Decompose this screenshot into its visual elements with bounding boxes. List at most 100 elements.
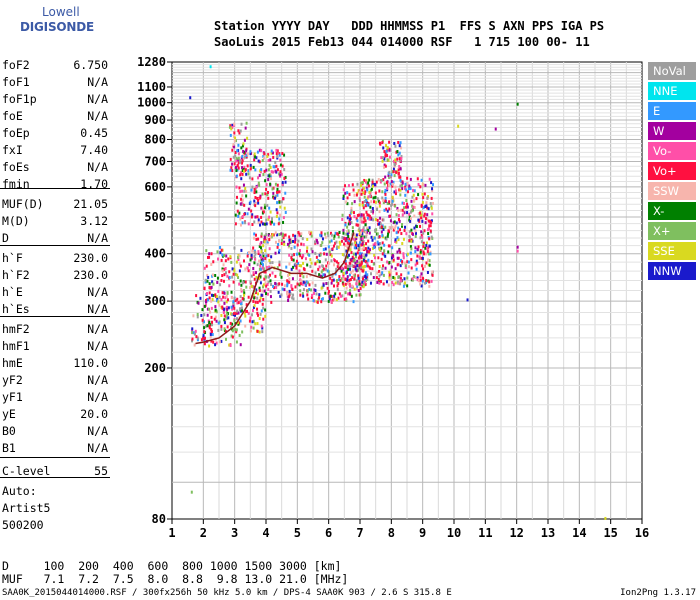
echo-point <box>397 226 400 230</box>
echo-point <box>344 221 347 225</box>
echo-point <box>216 297 219 301</box>
echo-point <box>420 234 423 238</box>
echo-point <box>357 268 360 272</box>
x-tick-label: 9 <box>419 526 426 540</box>
echo-point <box>314 240 317 244</box>
echo-point <box>316 300 319 304</box>
param-name: MUF(D) <box>2 197 44 211</box>
outlier-point <box>190 490 193 494</box>
echo-point <box>276 190 279 194</box>
echo-point <box>389 219 392 223</box>
echo-point <box>360 237 363 241</box>
echo-point <box>364 274 367 278</box>
echo-point <box>254 322 257 326</box>
echo-point <box>245 303 248 307</box>
echo-point <box>255 275 258 279</box>
echo-point <box>259 275 262 279</box>
echo-point <box>415 259 418 263</box>
param-row-hf2: h`F2 230.0 <box>2 268 108 284</box>
param-row-foe: foE N/A <box>2 109 108 125</box>
echo-point <box>378 201 381 205</box>
echo-point <box>330 233 333 237</box>
echo-point <box>260 241 263 245</box>
echo-point <box>327 270 330 274</box>
echo-point <box>233 122 236 126</box>
echo-point <box>230 334 233 338</box>
echo-point <box>243 259 246 263</box>
echo-point <box>428 244 431 248</box>
echo-point <box>269 182 272 186</box>
echo-point <box>386 234 389 238</box>
echo-point <box>390 271 393 275</box>
echo-point <box>427 207 430 211</box>
echo-point <box>229 255 232 259</box>
echo-point <box>262 306 265 310</box>
echo-point <box>210 315 213 319</box>
echo-point <box>241 144 244 148</box>
echo-point <box>364 180 367 184</box>
echo-point <box>290 267 293 271</box>
echo-point <box>326 231 329 235</box>
outlier-point <box>209 65 212 69</box>
echo-point <box>392 283 395 287</box>
echo-point <box>238 159 241 163</box>
echo-point <box>260 260 263 264</box>
echo-point <box>270 255 273 259</box>
echo-point <box>268 237 271 241</box>
echo-point <box>240 177 243 181</box>
echo-point <box>379 180 382 184</box>
echo-point <box>237 166 240 170</box>
echo-point <box>399 188 402 192</box>
echo-point <box>416 254 419 258</box>
echo-point <box>287 298 290 302</box>
param-name: yF2 <box>2 373 23 387</box>
echo-point <box>330 299 333 303</box>
echo-point <box>268 163 271 167</box>
echo-point <box>210 285 213 289</box>
echo-point <box>305 280 308 284</box>
echo-point <box>292 265 295 269</box>
echo-point <box>345 200 348 204</box>
echo-point <box>348 278 351 282</box>
echo-point <box>344 262 347 266</box>
echo-point <box>258 148 261 152</box>
echo-point <box>253 220 256 224</box>
echo-point <box>237 257 240 261</box>
echo-point <box>264 308 267 312</box>
echo-point <box>385 280 388 284</box>
echo-point <box>379 271 382 275</box>
echo-point <box>356 182 359 186</box>
echo-point <box>334 272 337 276</box>
echo-point <box>358 246 361 250</box>
echo-point <box>318 273 321 277</box>
echo-point <box>302 294 305 298</box>
echo-point <box>288 277 291 281</box>
echo-point <box>340 269 343 273</box>
echo-point <box>371 238 374 242</box>
echo-point <box>331 274 334 278</box>
echo-point <box>353 200 356 204</box>
echo-point <box>382 264 385 268</box>
echo-point <box>249 167 252 171</box>
echo-point <box>376 280 379 284</box>
echo-point <box>413 189 416 193</box>
echo-point <box>357 274 360 278</box>
param-name: h`F2 <box>2 268 30 282</box>
echo-point <box>399 166 402 170</box>
echo-point <box>229 133 232 137</box>
echo-point <box>203 266 206 270</box>
echo-point <box>352 237 355 241</box>
echo-point <box>411 277 414 281</box>
echo-point <box>227 257 230 261</box>
echo-point <box>348 219 351 223</box>
echo-point <box>227 306 230 310</box>
param-name: foF2 <box>2 58 30 72</box>
echo-point <box>358 227 361 231</box>
echo-point <box>324 267 327 271</box>
y-tick-label: 300 <box>144 294 166 308</box>
echo-point <box>231 125 234 129</box>
echo-point <box>205 264 208 268</box>
echo-point <box>274 281 277 285</box>
echo-point <box>331 247 334 251</box>
echo-point <box>346 232 349 236</box>
